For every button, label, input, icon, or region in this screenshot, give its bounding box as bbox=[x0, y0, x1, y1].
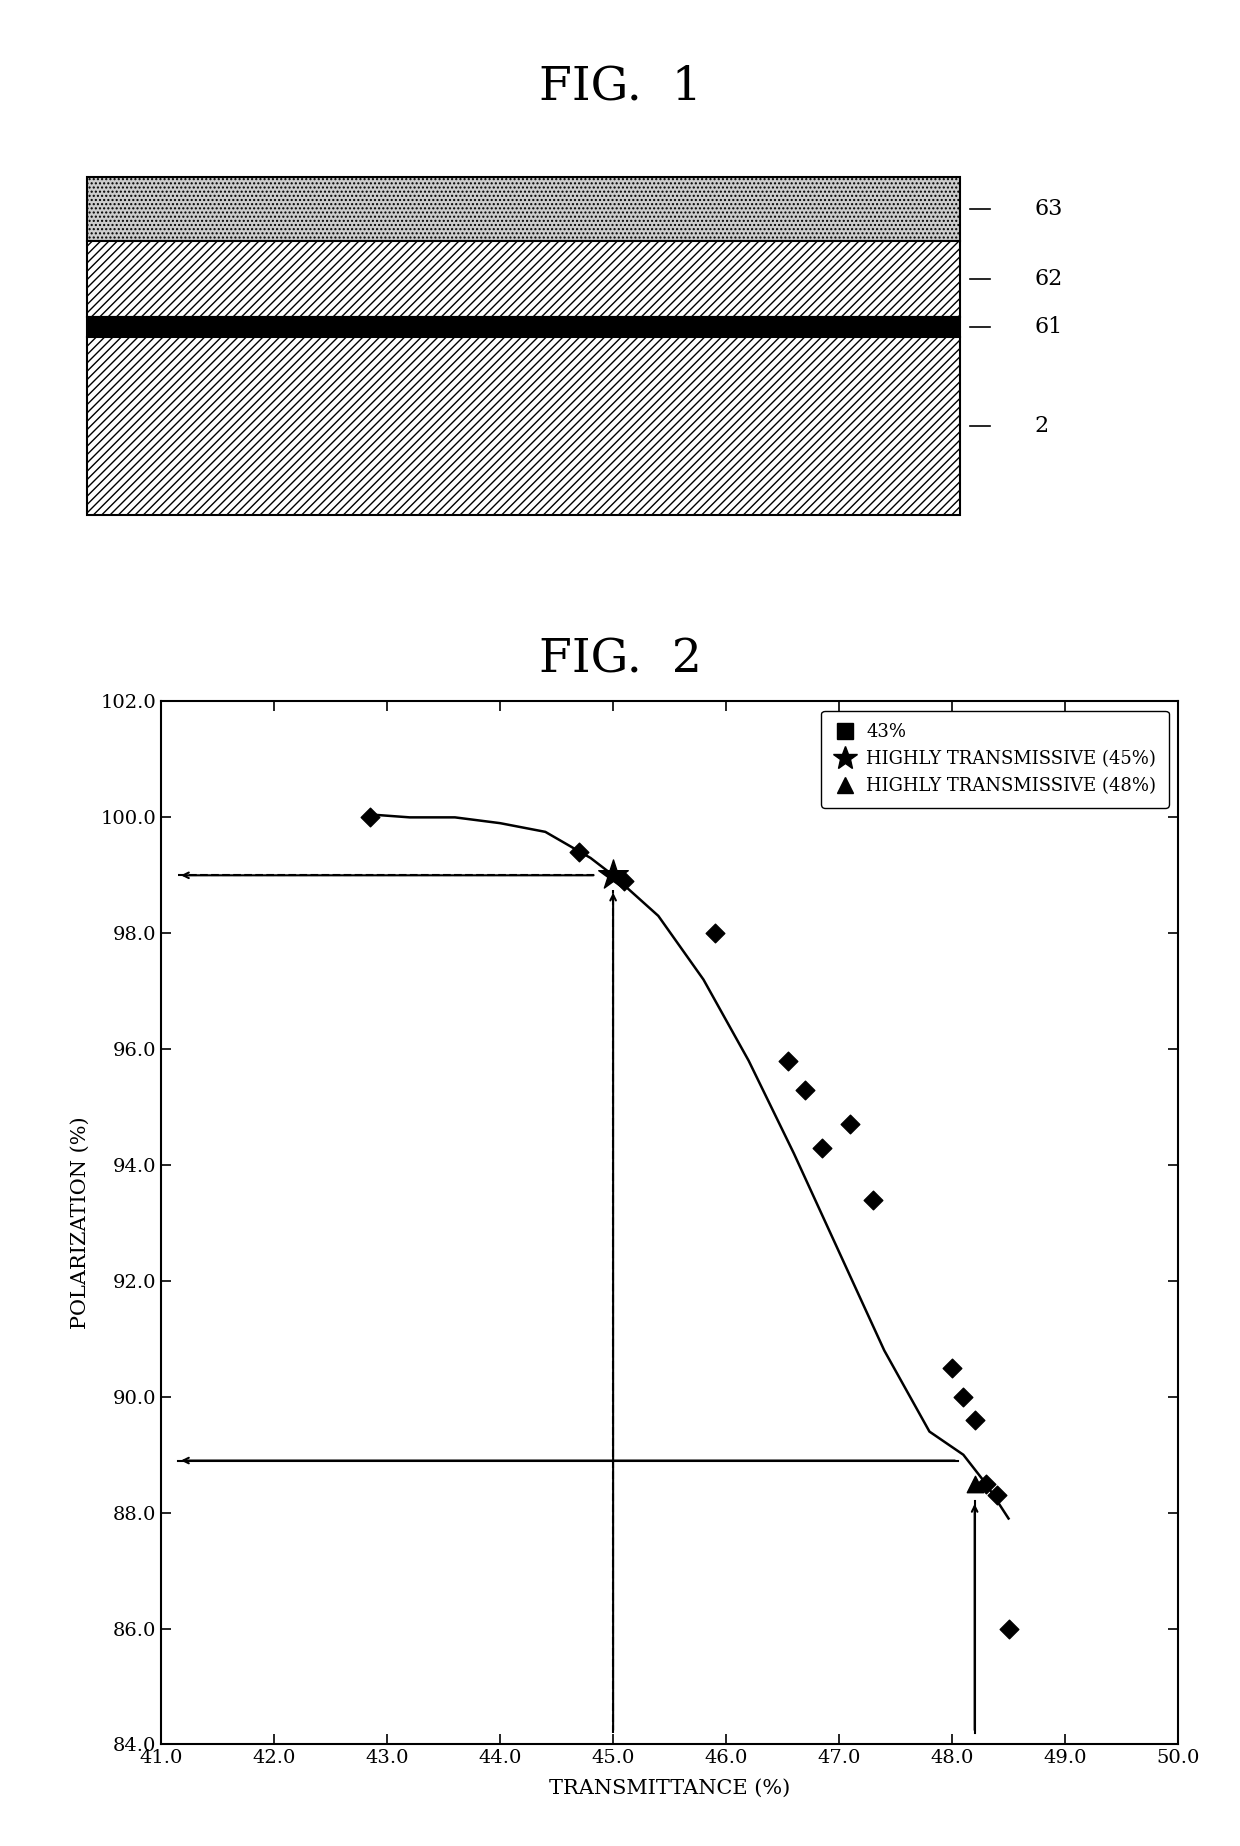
Text: FIG.  2: FIG. 2 bbox=[538, 637, 702, 683]
Point bbox=[812, 1133, 832, 1163]
Text: 62: 62 bbox=[1034, 268, 1063, 290]
Point bbox=[603, 860, 622, 890]
Point bbox=[841, 1109, 861, 1139]
Bar bbox=[87, 336, 960, 515]
Text: 2: 2 bbox=[1034, 415, 1048, 438]
Point bbox=[998, 1613, 1018, 1643]
Bar bbox=[87, 318, 960, 336]
Point bbox=[569, 838, 589, 868]
Point bbox=[965, 1469, 985, 1499]
Text: FIG.  1: FIG. 1 bbox=[538, 65, 702, 111]
Point bbox=[361, 803, 381, 833]
Legend: 43%, HIGHLY TRANSMISSIVE (45%), HIGHLY TRANSMISSIVE (48%): 43%, HIGHLY TRANSMISSIVE (45%), HIGHLY T… bbox=[821, 711, 1169, 809]
Point bbox=[987, 1480, 1007, 1510]
Point bbox=[976, 1469, 996, 1499]
Point bbox=[965, 1405, 985, 1434]
Point bbox=[704, 919, 724, 949]
Point bbox=[863, 1185, 883, 1215]
X-axis label: TRANSMITTANCE (%): TRANSMITTANCE (%) bbox=[549, 1778, 790, 1798]
Point bbox=[942, 1353, 962, 1383]
Point bbox=[954, 1383, 973, 1412]
Bar bbox=[87, 240, 960, 318]
Point bbox=[615, 866, 635, 895]
Point bbox=[779, 1047, 799, 1076]
Text: 61: 61 bbox=[1034, 316, 1063, 338]
Text: 63: 63 bbox=[1034, 198, 1063, 220]
Bar bbox=[87, 177, 960, 240]
Y-axis label: POLARIZATION (%): POLARIZATION (%) bbox=[71, 1117, 89, 1329]
Point bbox=[795, 1074, 815, 1104]
